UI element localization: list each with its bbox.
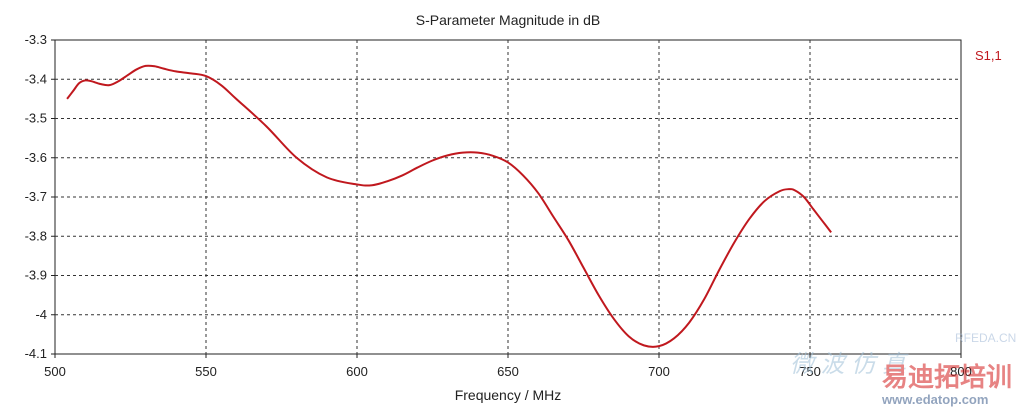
y-tick-label: -4 <box>35 307 47 322</box>
watermark-text-1: RFEDA.CN <box>955 331 1016 345</box>
x-axis: 500 550 600 650 700 750 800 <box>44 354 972 379</box>
chart-title: S-Parameter Magnitude in dB <box>416 12 600 28</box>
y-tick-label: -3.9 <box>25 268 47 283</box>
y-tick-label: -3.8 <box>25 228 47 243</box>
x-tick-label: 500 <box>44 364 66 379</box>
x-tick-label: 550 <box>195 364 217 379</box>
watermark-text-2: 易迪拓培训 <box>882 362 1012 392</box>
x-tick-label: 800 <box>950 364 972 379</box>
y-tick-label: -3.3 <box>25 32 47 47</box>
y-tick-label: -3.5 <box>25 111 47 126</box>
legend-entry-s11: S1,1 <box>975 48 1002 63</box>
x-axis-label: Frequency / MHz <box>455 387 562 403</box>
series-line-s11 <box>66 64 832 348</box>
x-tick-label: 700 <box>648 364 670 379</box>
y-tick-label: -3.6 <box>25 150 47 165</box>
watermark-text-3: www.edatop.com <box>881 392 988 407</box>
y-axis: -3.3 -3.4 -3.5 -3.6 -3.7 -3.8 -3.9 -4 -4.1 <box>25 32 55 361</box>
watermark-text-4: 微 波 仿 真 <box>790 351 909 378</box>
y-tick-label: -4.1 <box>25 346 47 361</box>
x-tick-label: 750 <box>799 364 821 379</box>
x-tick-label: 650 <box>497 364 519 379</box>
y-tick-label: -3.4 <box>25 71 47 86</box>
x-tick-label: 600 <box>346 364 368 379</box>
grid <box>55 40 961 354</box>
series-layer <box>66 64 832 348</box>
watermark: RFEDA.CN 微 波 仿 真 易迪拓培训 www.edatop.com <box>790 331 1016 407</box>
y-tick-label: -3.7 <box>25 189 47 204</box>
